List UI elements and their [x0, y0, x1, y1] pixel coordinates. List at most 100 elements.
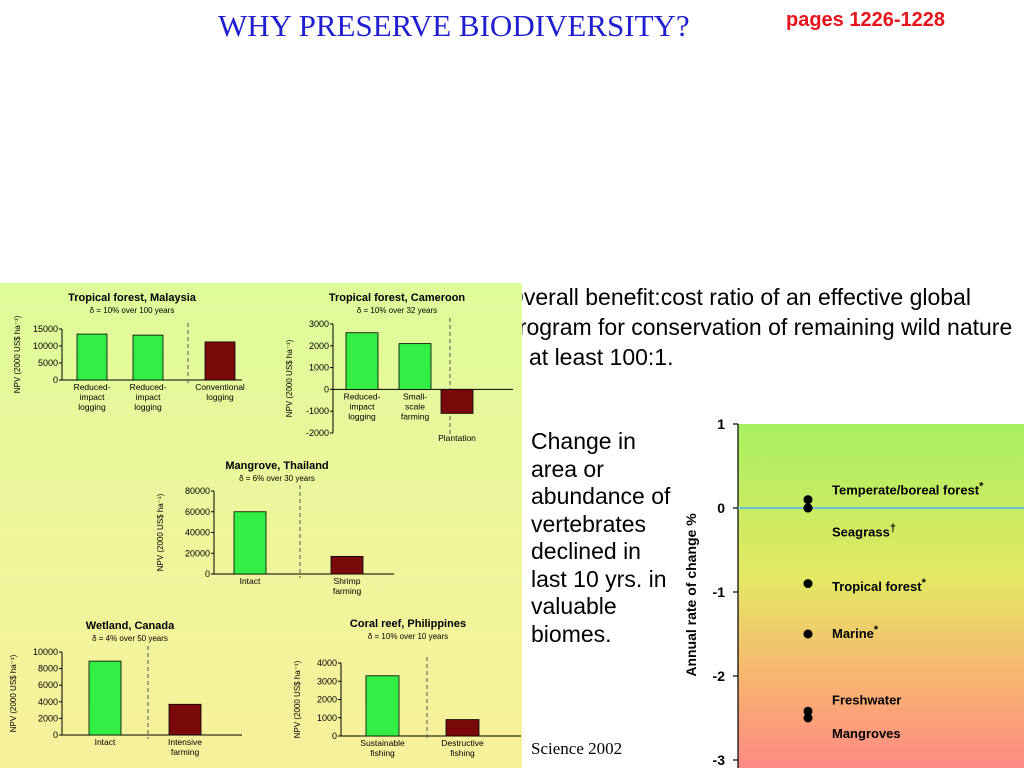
npv-bar-charts-figure: Tropical forest, Malaysia δ = 10% over 10…: [0, 283, 522, 768]
y-tick-label: 15000: [33, 324, 58, 334]
y-tick-label: 8000: [38, 664, 58, 674]
biome-mark: †: [890, 523, 896, 535]
bar: [204, 341, 236, 381]
bar: [398, 343, 432, 390]
rate-y-tick-label: -3: [713, 752, 726, 768]
category-label: farming: [401, 411, 430, 421]
slide-title: WHY PRESERVE BIODIVERSITY?: [218, 8, 690, 43]
biome-label: Freshwater: [832, 693, 901, 708]
y-axis-label: NPV (2000 US$ ha⁻¹): [156, 493, 165, 571]
category-label: logging: [78, 402, 106, 412]
biome-name: Seagrass: [832, 525, 890, 540]
page-reference: pages 1226-1228: [786, 9, 946, 31]
biome-label: Mangroves: [832, 726, 901, 741]
y-tick-label: 4000: [317, 658, 337, 668]
chart-title: Tropical forest, Cameroon: [329, 292, 466, 304]
npv-chart-5: Coral reef, Philippines δ = 10% over 10 y…: [293, 618, 521, 758]
bar: [76, 333, 108, 381]
y-tick-label: 5000: [38, 358, 58, 368]
y-tick-label: 2000: [309, 341, 329, 351]
category-label: Intensive: [168, 737, 202, 747]
chart-subtitle: δ = 6% over 30 years: [239, 474, 315, 483]
benefit-cost-text: Overall benefit:cost ratio of an effecti…: [506, 284, 1013, 370]
rate-point: [803, 503, 813, 513]
biome-label: Marine*: [832, 624, 879, 641]
category-label: scale: [405, 401, 425, 411]
rate-point: [803, 579, 813, 589]
source-citation: Science 2002: [531, 739, 623, 758]
npv-chart-1: Tropical forest, Malaysia δ = 10% over 10…: [13, 292, 245, 412]
y-tick-label: 10000: [33, 647, 58, 657]
y-tick-label: 4000: [38, 697, 58, 707]
category-label: farming: [171, 747, 200, 757]
chart-title: Coral reef, Philippines: [350, 618, 466, 630]
y-tick-label: 20000: [185, 548, 210, 558]
y-tick-label: -1000: [306, 406, 329, 416]
y-tick-label: 3000: [317, 676, 337, 686]
y-tick-label: 10000: [33, 341, 58, 351]
category-label: impact: [135, 392, 161, 402]
category-label: impact: [349, 401, 375, 411]
y-tick-label: 0: [332, 731, 337, 741]
category-label: Conventional: [195, 382, 245, 392]
npv-chart-2: Tropical forest, Cameroon δ = 10% over 32…: [285, 292, 513, 443]
biome-label: Tropical forest*: [832, 577, 927, 594]
chart-title: Tropical forest, Malaysia: [68, 292, 197, 304]
category-label: Reduced-: [344, 391, 381, 401]
category-label: logging: [206, 392, 234, 402]
y-tick-label: 2000: [38, 713, 58, 723]
chart-subtitle: δ = 10% over 100 years: [90, 306, 175, 315]
category-label: Plantation: [438, 433, 476, 443]
rate-point: [803, 629, 813, 639]
bar: [345, 332, 379, 390]
biome-label: Seagrass†: [832, 523, 896, 540]
bar: [168, 703, 202, 736]
npv-chart-3: Mangrove, Thailand δ = 6% over 30 years 80…: [156, 460, 394, 596]
category-label: logging: [134, 402, 162, 412]
y-tick-label: 40000: [185, 528, 210, 538]
bar: [330, 555, 364, 575]
chart-subtitle: δ = 4% over 50 years: [92, 634, 168, 643]
rate-y-tick-label: -1: [713, 584, 726, 600]
change-text: Change in area or abundance of vertebrat…: [531, 428, 671, 647]
chart-title: Mangrove, Thailand: [225, 460, 328, 472]
category-label: Intact: [95, 737, 116, 747]
rate-y-tick-label: 1: [717, 416, 725, 432]
biome-name: Marine: [832, 626, 874, 641]
rate-of-change-chart: 1 0 -1 -2 -3 Annual rate of change % Temperate…: [683, 416, 1024, 768]
biome-mark: *: [874, 624, 879, 636]
y-tick-label: 60000: [185, 507, 210, 517]
y-axis-label: NPV (2000 US$ ha⁻¹): [9, 654, 18, 732]
y-axis-label: NPV (2000 US$ ha⁻¹): [13, 315, 22, 393]
y-axis-label: NPV (2000 US$ ha⁻¹): [285, 339, 294, 417]
category-label: Sustainable: [360, 738, 405, 748]
y-tick-label: 0: [205, 569, 210, 579]
category-label: Small-: [403, 391, 427, 401]
bar: [88, 660, 122, 736]
category-label: farming: [333, 586, 362, 596]
chart-subtitle: δ = 10% over 10 years: [368, 632, 448, 641]
biome-name: Temperate/boreal forest: [832, 483, 980, 498]
y-tick-label: 80000: [185, 486, 210, 496]
y-tick-label: 0: [53, 375, 58, 385]
bar: [440, 389, 474, 414]
y-tick-label: 0: [53, 730, 58, 740]
category-label: Reduced-: [74, 382, 111, 392]
rate-point: [803, 495, 813, 505]
bar: [365, 675, 400, 737]
chart-subtitle: δ = 10% over 32 years: [357, 306, 437, 315]
rate-y-tick-label: 0: [717, 500, 725, 516]
category-label: fishing: [450, 748, 475, 758]
y-tick-label: -2000: [306, 428, 329, 438]
biome-name: Mangroves: [832, 726, 901, 741]
bar: [132, 334, 164, 381]
bar: [445, 719, 480, 737]
category-label: Reduced-: [130, 382, 167, 392]
y-tick-label: 2000: [317, 695, 337, 705]
biome-name: Freshwater: [832, 693, 901, 708]
rate-y-tick-label: -2: [713, 668, 726, 684]
chart-title: Wetland, Canada: [86, 620, 175, 632]
y-tick-label: 6000: [38, 680, 58, 690]
y-tick-label: 0: [324, 384, 329, 394]
category-label: fishing: [370, 748, 395, 758]
